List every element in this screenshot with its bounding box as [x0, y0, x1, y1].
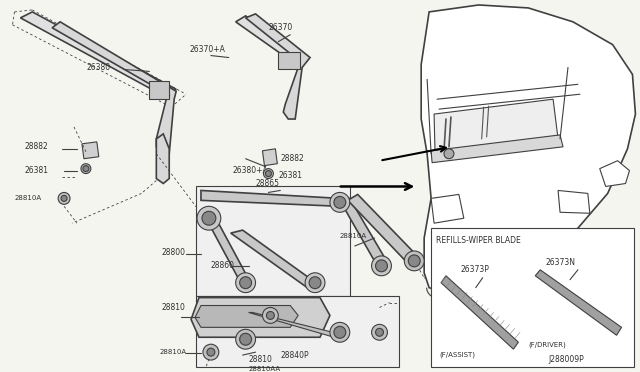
Circle shape [239, 333, 252, 345]
Text: 28810: 28810 [248, 355, 273, 363]
Circle shape [372, 324, 387, 340]
Circle shape [330, 323, 349, 342]
Polygon shape [558, 190, 590, 213]
Polygon shape [195, 305, 298, 327]
Text: 26380+A: 26380+A [233, 166, 268, 175]
Circle shape [83, 166, 89, 171]
Circle shape [376, 260, 387, 272]
Text: 26381: 26381 [278, 171, 302, 180]
Text: 28810A: 28810A [15, 195, 42, 201]
Polygon shape [434, 99, 558, 154]
Circle shape [264, 169, 273, 179]
Text: 26370: 26370 [268, 23, 292, 32]
Text: (F/DRIVER): (F/DRIVER) [528, 342, 566, 349]
Circle shape [372, 256, 392, 276]
Text: 28810: 28810 [161, 303, 185, 312]
Polygon shape [52, 22, 176, 154]
Circle shape [266, 171, 271, 177]
Bar [196, 186, 349, 296]
Circle shape [330, 192, 349, 212]
Text: J288009P: J288009P [548, 355, 584, 363]
Polygon shape [262, 149, 277, 166]
Circle shape [81, 164, 91, 174]
Bar [149, 81, 169, 99]
Circle shape [376, 328, 383, 336]
Text: 28882: 28882 [24, 142, 48, 151]
Text: REFILLS-WIPER BLADE: REFILLS-WIPER BLADE [436, 235, 521, 244]
Circle shape [202, 211, 216, 225]
Text: 28882: 28882 [280, 154, 304, 163]
Polygon shape [82, 142, 99, 159]
Circle shape [444, 149, 454, 159]
Polygon shape [206, 218, 251, 283]
Polygon shape [248, 312, 345, 339]
Text: 26373N: 26373N [545, 259, 575, 267]
Polygon shape [231, 230, 320, 290]
Polygon shape [236, 16, 295, 58]
Circle shape [197, 206, 221, 230]
Circle shape [262, 308, 278, 323]
Text: 26381: 26381 [24, 166, 49, 175]
Text: 26370+A: 26370+A [189, 45, 225, 54]
Polygon shape [348, 195, 419, 265]
Polygon shape [201, 190, 340, 206]
Circle shape [309, 277, 321, 289]
Bar [196, 296, 399, 367]
Polygon shape [462, 233, 553, 290]
Polygon shape [191, 298, 330, 337]
Polygon shape [421, 5, 636, 293]
Text: 26380: 26380 [87, 63, 111, 72]
Polygon shape [600, 161, 630, 186]
Circle shape [408, 255, 420, 267]
Polygon shape [20, 12, 176, 97]
Circle shape [334, 326, 346, 338]
Circle shape [203, 344, 219, 360]
Polygon shape [441, 276, 518, 349]
Circle shape [334, 196, 346, 208]
Polygon shape [535, 270, 621, 335]
Bar [278, 52, 300, 70]
Polygon shape [431, 135, 563, 163]
Circle shape [305, 273, 325, 293]
Text: 28810A: 28810A [340, 233, 367, 239]
Circle shape [236, 329, 255, 349]
Text: 28860: 28860 [211, 262, 235, 270]
Text: 28865: 28865 [255, 179, 280, 188]
Polygon shape [340, 198, 389, 270]
Text: 28840P: 28840P [280, 351, 309, 360]
Circle shape [236, 273, 255, 293]
Circle shape [61, 195, 67, 201]
Text: 28810AA: 28810AA [248, 366, 281, 372]
Circle shape [239, 277, 252, 289]
Circle shape [266, 311, 275, 320]
Text: (F/ASSIST): (F/ASSIST) [439, 352, 475, 358]
Circle shape [404, 251, 424, 271]
Text: 28800: 28800 [161, 248, 186, 257]
Text: 28810A: 28810A [159, 349, 186, 355]
Polygon shape [431, 195, 464, 223]
Circle shape [58, 192, 70, 204]
Circle shape [207, 348, 215, 356]
Polygon shape [156, 134, 169, 183]
Bar [431, 228, 634, 367]
Text: 26373P: 26373P [461, 265, 490, 274]
Polygon shape [246, 14, 310, 119]
